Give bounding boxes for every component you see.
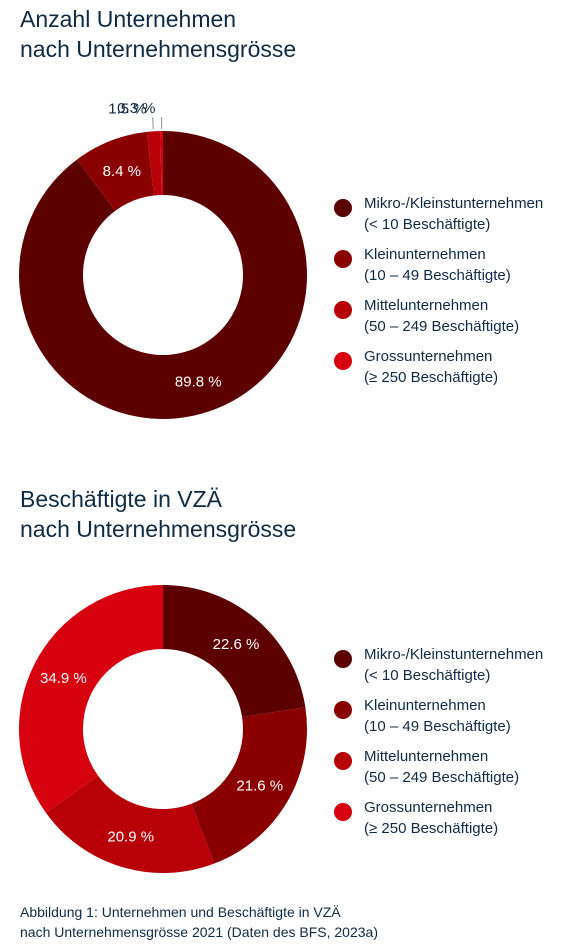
legend-item-gross: Grossunternehmen (≥ 250 Beschäftigte) (334, 346, 543, 397)
chart-1-title-line-2: nach Unternehmensgrösse (20, 36, 297, 62)
chart-2-donut: 22.6 % 21.6 % 20.9 % 34.9 % (19, 585, 307, 873)
legend-label-klein: Kleinunternehmen (364, 246, 486, 263)
slice-mikro (18, 131, 307, 420)
legend-swatch-mikro (334, 650, 352, 668)
legend-item-mittel: Mittelunternehmen (50 – 249 Beschäftigte… (334, 295, 543, 346)
legend-swatch-klein (334, 250, 352, 268)
value-label-mittel: 1.5 % (108, 100, 146, 117)
chart-1-title-line-1: Anzahl Unternehmen (20, 6, 237, 32)
chart-1-title: Anzahl Unternehmen nach Unternehmensgrös… (20, 4, 296, 64)
legend-item-klein: Kleinunternehmen (10 – 49 Beschäftigte) (334, 695, 543, 746)
caption-line-2: nach Unternehmensgrösse 2021 (Daten des … (20, 924, 378, 940)
legend-label-mikro: Mikro-/Kleinstunternehmen (364, 646, 544, 663)
legend-sublabel-mittel: (50 – 249 Beschäftigte) (364, 769, 520, 786)
legend-swatch-gross (334, 803, 352, 821)
slice-mittel (45, 775, 215, 873)
legend-swatch-klein (334, 701, 352, 719)
chart-1-donut: 89.8 % 8.4 % 1.5 %0.3 % (18, 100, 307, 420)
legend-sublabel-klein: (10 – 49 Beschäftigte) (364, 718, 511, 735)
legend-swatch-mittel (334, 301, 352, 319)
legend-label-gross: Grossunternehmen (364, 799, 493, 816)
legend-label-mikro: Mikro-/Kleinstunternehmen (364, 195, 544, 212)
value-label-gross: 0.3 % (117, 100, 155, 117)
legend-label-mittel: Mittelunternehmen (364, 297, 489, 314)
legend-sublabel-gross: (≥ 250 Beschäftigte) (364, 820, 499, 837)
legend-item-mikro: Mikro-/Kleinstunternehmen (< 10 Beschäft… (334, 193, 543, 244)
slice-klein (76, 131, 154, 211)
slice-klein (191, 707, 307, 864)
caption-line-1: Abbildung 1: Unternehmen und Beschäftigt… (20, 904, 341, 920)
chart-2-legend: Mikro-/Kleinstunternehmen (< 10 Beschäft… (334, 644, 543, 848)
legend-item-klein: Kleinunternehmen (10 – 49 Beschäftigte) (334, 244, 543, 295)
legend-label-klein: Kleinunternehmen (364, 697, 486, 714)
legend-item-mittel: Mittelunternehmen (50 – 249 Beschäftigte… (334, 746, 543, 797)
legend-sublabel-mikro: (< 10 Beschäftigte) (364, 667, 491, 684)
figure-caption: Abbildung 1: Unternehmen und Beschäftigt… (20, 902, 378, 942)
legend-swatch-mittel (334, 752, 352, 770)
slice-gross (19, 585, 164, 813)
legend-label-mittel: Mittelunternehmen (364, 748, 489, 765)
legend-swatch-gross (334, 352, 352, 370)
legend-item-gross: Grossunternehmen (≥ 250 Beschäftigte) (334, 797, 543, 848)
legend-sublabel-mittel: (50 – 249 Beschäftigte) (364, 318, 520, 335)
value-label-klein: 8.4 % (103, 163, 141, 180)
slice-mittel (146, 131, 162, 196)
chart-1-legend: Mikro-/Kleinstunternehmen (< 10 Beschäft… (334, 193, 543, 397)
legend-sublabel-gross: (≥ 250 Beschäftigte) (364, 369, 499, 386)
legend-sublabel-mikro: (< 10 Beschäftigte) (364, 216, 491, 233)
value-label-gross: 34.9 % (40, 670, 87, 687)
slice-mikro (163, 585, 306, 717)
value-label-mittel: 20.9 % (107, 828, 154, 845)
legend-swatch-mikro (334, 199, 352, 217)
value-label-mikro: 22.6 % (213, 636, 260, 653)
legend-label-gross: Grossunternehmen (364, 348, 493, 365)
legend-item-mikro: Mikro-/Kleinstunternehmen (< 10 Beschäft… (334, 644, 543, 695)
slice-gross (160, 131, 163, 196)
chart-2-title: Beschäftigte in VZÄ nach Unternehmensgrö… (20, 484, 296, 544)
chart-2-title-line-2: nach Unternehmensgrösse (20, 516, 297, 542)
chart-2-title-line-1: Beschäftigte in VZÄ (20, 486, 222, 512)
value-label-mikro: 89.8 % (175, 373, 222, 390)
value-label-klein: 21.6 % (236, 777, 283, 794)
legend-sublabel-klein: (10 – 49 Beschäftigte) (364, 267, 511, 284)
leader-line-mittel (151, 117, 154, 130)
